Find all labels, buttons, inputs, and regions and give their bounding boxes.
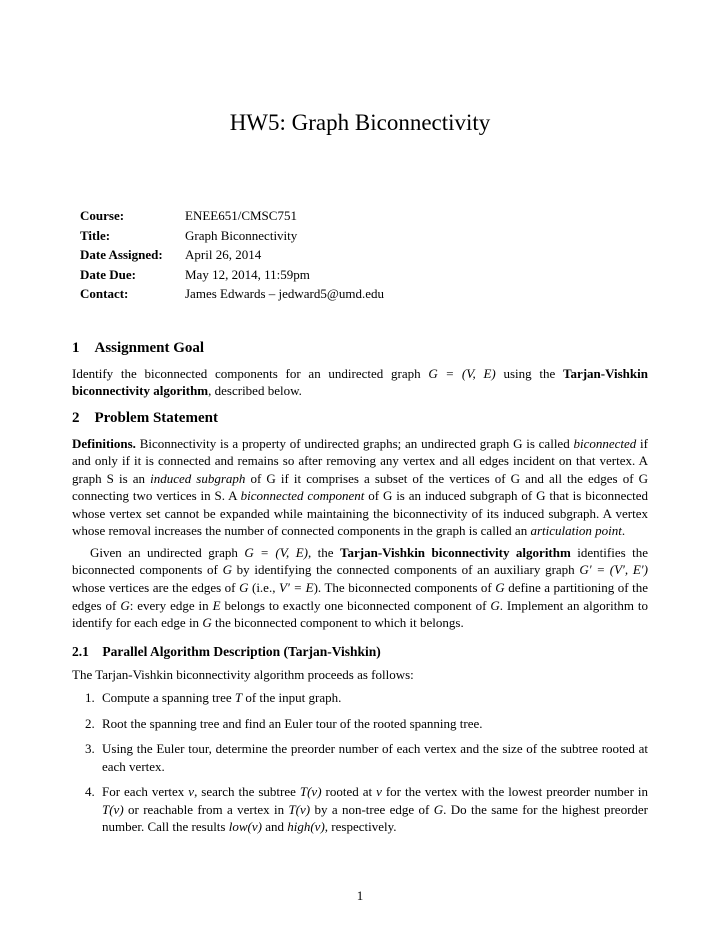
math-text: T(v): [102, 802, 124, 817]
math-text: T(v): [300, 784, 322, 799]
list-item: Compute a spanning tree T of the input g…: [98, 689, 648, 707]
page-title: HW5: Graph Biconnectivity: [72, 110, 648, 136]
text: , the: [308, 545, 340, 560]
info-label: Title:: [80, 226, 185, 246]
info-value: April 26, 2014: [185, 245, 261, 265]
math-text: G: [495, 580, 504, 595]
text: by identifying the connected components …: [232, 562, 579, 577]
math-text: high(v): [287, 819, 325, 834]
math-text: T: [235, 690, 242, 705]
math-text: G: [120, 598, 129, 613]
section-header-2: 2 Problem Statement: [72, 410, 648, 427]
text: of the input graph.: [242, 690, 341, 705]
text: ). The biconnected components of: [314, 580, 496, 595]
text: Biconnectivity is a property of undirect…: [136, 436, 574, 451]
sub-header-21: 2.1 Parallel Algorithm Description (Tarj…: [72, 644, 648, 660]
paragraph: Definitions. Biconnectivity is a propert…: [72, 435, 648, 540]
text: For each vertex: [102, 784, 188, 799]
text: Compute a spanning tree: [102, 690, 235, 705]
ordered-list: Compute a spanning tree T of the input g…: [72, 689, 648, 836]
info-value: ENEE651/CMSC751: [185, 206, 297, 226]
info-label: Date Due:: [80, 265, 185, 285]
info-value: May 12, 2014, 11:59pm: [185, 265, 310, 285]
math-text: G = (V, E): [428, 366, 495, 381]
math-text: G: [434, 802, 443, 817]
list-item: For each vertex v, search the subtree T(…: [98, 783, 648, 836]
text: the biconnected component to which it be…: [212, 615, 464, 630]
info-row-title: Title: Graph Biconnectivity: [80, 226, 648, 246]
paragraph: Given an undirected graph G = (V, E), th…: [72, 544, 648, 632]
text: or reachable from a vertex in: [124, 802, 289, 817]
math-text: G: [202, 615, 211, 630]
text: belongs to exactly one biconnected compo…: [221, 598, 491, 613]
math-text: G = (V, E): [244, 545, 308, 560]
page-number: 1: [0, 888, 720, 904]
info-row-course: Course: ENEE651/CMSC751: [80, 206, 648, 226]
text: , respectively.: [325, 819, 397, 834]
paragraph: The Tarjan-Vishkin biconnectivity algori…: [72, 666, 648, 684]
text: rooted at: [322, 784, 377, 799]
text: Given an undirected graph: [90, 545, 244, 560]
text: : every edge in: [130, 598, 213, 613]
list-item: Root the spanning tree and find an Euler…: [98, 715, 648, 733]
text: , search the subtree: [194, 784, 300, 799]
list-item: Using the Euler tour, determine the preo…: [98, 740, 648, 775]
text: by a non-tree edge of: [310, 802, 434, 817]
info-row-due: Date Due: May 12, 2014, 11:59pm: [80, 265, 648, 285]
text: for the vertex with the lowest preorder …: [382, 784, 648, 799]
info-value: Graph Biconnectivity: [185, 226, 297, 246]
text: .: [622, 523, 625, 538]
math-text: low(v): [229, 819, 262, 834]
info-label: Course:: [80, 206, 185, 226]
info-label: Contact:: [80, 284, 185, 304]
info-table: Course: ENEE651/CMSC751 Title: Graph Bic…: [80, 206, 648, 304]
math-text: G: [223, 562, 232, 577]
text: whose vertices are the edges of: [72, 580, 239, 595]
italic-text: induced subgraph: [150, 471, 245, 486]
math-text: V′ = E: [279, 580, 314, 595]
bold-text: Tarjan-Vishkin biconnectivity algorithm: [340, 545, 571, 560]
info-row-contact: Contact: James Edwards – jedward5@umd.ed…: [80, 284, 648, 304]
math-text: E: [213, 598, 221, 613]
italic-text: articulation point: [530, 523, 621, 538]
math-text: G: [490, 598, 499, 613]
info-label: Date Assigned:: [80, 245, 185, 265]
paragraph: Identify the biconnected components for …: [72, 365, 648, 400]
run-in-label: Definitions.: [72, 436, 136, 451]
text: , described below.: [208, 383, 302, 398]
text: (i.e.,: [248, 580, 279, 595]
text: Identify the biconnected components for …: [72, 366, 428, 381]
italic-text: biconnected: [573, 436, 636, 451]
section-header-1: 1 Assignment Goal: [72, 340, 648, 357]
info-value: James Edwards – jedward5@umd.edu: [185, 284, 384, 304]
text: and: [262, 819, 287, 834]
math-text: G′ = (V′, E′): [579, 562, 648, 577]
math-text: T(v): [288, 802, 310, 817]
info-row-assigned: Date Assigned: April 26, 2014: [80, 245, 648, 265]
document-page: HW5: Graph Biconnectivity Course: ENEE65…: [0, 0, 720, 932]
italic-text: biconnected component: [241, 488, 365, 503]
text: using the: [496, 366, 563, 381]
